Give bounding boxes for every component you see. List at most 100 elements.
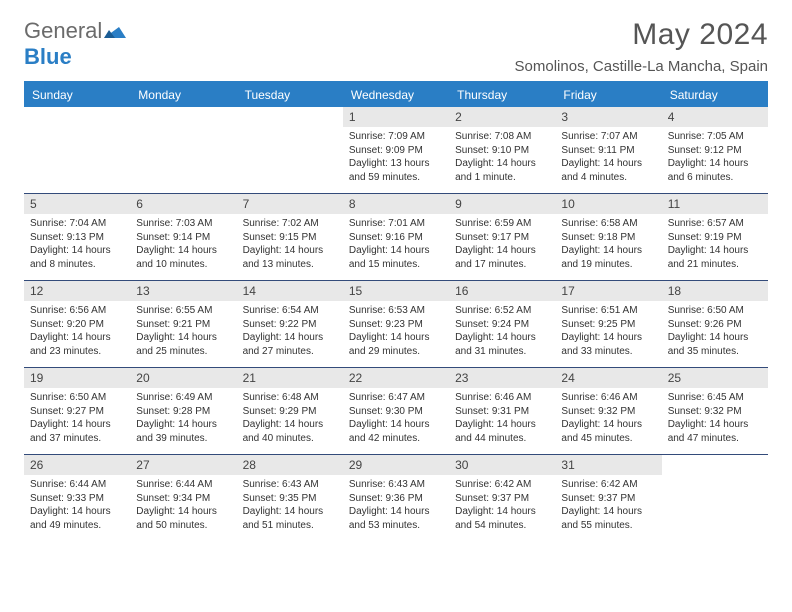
weekday-friday: Friday: [555, 83, 661, 107]
day-cell: 24Sunrise: 6:46 AMSunset: 9:32 PMDayligh…: [555, 368, 661, 454]
sunset-text: Sunset: 9:37 PM: [455, 492, 549, 506]
daylight-text: Daylight: 14 hours and 6 minutes.: [668, 157, 762, 184]
sunset-text: Sunset: 9:37 PM: [561, 492, 655, 506]
daylight-text: Daylight: 14 hours and 21 minutes.: [668, 244, 762, 271]
day-cell: .: [237, 107, 343, 193]
calendar: Sunday Monday Tuesday Wednesday Thursday…: [24, 81, 768, 541]
daylight-text: Daylight: 14 hours and 51 minutes.: [243, 505, 337, 532]
day-number: 19: [24, 368, 130, 388]
daylight-text: Daylight: 14 hours and 49 minutes.: [30, 505, 124, 532]
sunset-text: Sunset: 9:10 PM: [455, 144, 549, 158]
title-block: May 2024 Somolinos, Castille-La Mancha, …: [515, 18, 768, 81]
daylight-text: Daylight: 14 hours and 27 minutes.: [243, 331, 337, 358]
sunrise-text: Sunrise: 6:44 AM: [30, 478, 124, 492]
sunrise-text: Sunrise: 6:42 AM: [561, 478, 655, 492]
daylight-text: Daylight: 14 hours and 53 minutes.: [349, 505, 443, 532]
sunrise-text: Sunrise: 7:01 AM: [349, 217, 443, 231]
daylight-text: Daylight: 14 hours and 4 minutes.: [561, 157, 655, 184]
day-cell: 29Sunrise: 6:43 AMSunset: 9:36 PMDayligh…: [343, 455, 449, 541]
day-cell: 2Sunrise: 7:08 AMSunset: 9:10 PMDaylight…: [449, 107, 555, 193]
sunset-text: Sunset: 9:26 PM: [668, 318, 762, 332]
day-number: 12: [24, 281, 130, 301]
day-cell: 10Sunrise: 6:58 AMSunset: 9:18 PMDayligh…: [555, 194, 661, 280]
day-cell: 11Sunrise: 6:57 AMSunset: 9:19 PMDayligh…: [662, 194, 768, 280]
sunset-text: Sunset: 9:24 PM: [455, 318, 549, 332]
day-number: 3: [555, 107, 661, 127]
sunset-text: Sunset: 9:31 PM: [455, 405, 549, 419]
day-number: 9: [449, 194, 555, 214]
sunset-text: Sunset: 9:16 PM: [349, 231, 443, 245]
day-cell: 15Sunrise: 6:53 AMSunset: 9:23 PMDayligh…: [343, 281, 449, 367]
daylight-text: Daylight: 13 hours and 59 minutes.: [349, 157, 443, 184]
sunrise-text: Sunrise: 6:43 AM: [349, 478, 443, 492]
daylight-text: Daylight: 14 hours and 25 minutes.: [136, 331, 230, 358]
daylight-text: Daylight: 14 hours and 44 minutes.: [455, 418, 549, 445]
daylight-text: Daylight: 14 hours and 23 minutes.: [30, 331, 124, 358]
daylight-text: Daylight: 14 hours and 13 minutes.: [243, 244, 337, 271]
weekday-monday: Monday: [130, 83, 236, 107]
sunrise-text: Sunrise: 6:51 AM: [561, 304, 655, 318]
day-cell: 20Sunrise: 6:49 AMSunset: 9:28 PMDayligh…: [130, 368, 236, 454]
sunrise-text: Sunrise: 6:44 AM: [136, 478, 230, 492]
weekday-saturday: Saturday: [662, 83, 768, 107]
day-cell: 21Sunrise: 6:48 AMSunset: 9:29 PMDayligh…: [237, 368, 343, 454]
day-cell: 6Sunrise: 7:03 AMSunset: 9:14 PMDaylight…: [130, 194, 236, 280]
sunrise-text: Sunrise: 6:50 AM: [668, 304, 762, 318]
sunset-text: Sunset: 9:15 PM: [243, 231, 337, 245]
day-cell: 4Sunrise: 7:05 AMSunset: 9:12 PMDaylight…: [662, 107, 768, 193]
day-number: 26: [24, 455, 130, 475]
sunrise-text: Sunrise: 6:56 AM: [30, 304, 124, 318]
day-cell: 14Sunrise: 6:54 AMSunset: 9:22 PMDayligh…: [237, 281, 343, 367]
sunrise-text: Sunrise: 6:45 AM: [668, 391, 762, 405]
sunset-text: Sunset: 9:17 PM: [455, 231, 549, 245]
sunrise-text: Sunrise: 6:54 AM: [243, 304, 337, 318]
sunset-text: Sunset: 9:23 PM: [349, 318, 443, 332]
day-number: 8: [343, 194, 449, 214]
day-cell: 8Sunrise: 7:01 AMSunset: 9:16 PMDaylight…: [343, 194, 449, 280]
sunset-text: Sunset: 9:18 PM: [561, 231, 655, 245]
day-cell: 26Sunrise: 6:44 AMSunset: 9:33 PMDayligh…: [24, 455, 130, 541]
sunrise-text: Sunrise: 6:48 AM: [243, 391, 337, 405]
week-row: 12Sunrise: 6:56 AMSunset: 9:20 PMDayligh…: [24, 281, 768, 368]
sunrise-text: Sunrise: 6:59 AM: [455, 217, 549, 231]
day-number: 7: [237, 194, 343, 214]
day-number: 17: [555, 281, 661, 301]
day-number: 18: [662, 281, 768, 301]
day-cell: 28Sunrise: 6:43 AMSunset: 9:35 PMDayligh…: [237, 455, 343, 541]
day-number: 4: [662, 107, 768, 127]
day-cell: 12Sunrise: 6:56 AMSunset: 9:20 PMDayligh…: [24, 281, 130, 367]
sunset-text: Sunset: 9:28 PM: [136, 405, 230, 419]
day-number: 24: [555, 368, 661, 388]
sunset-text: Sunset: 9:25 PM: [561, 318, 655, 332]
day-number: 22: [343, 368, 449, 388]
day-number: 23: [449, 368, 555, 388]
day-cell: 1Sunrise: 7:09 AMSunset: 9:09 PMDaylight…: [343, 107, 449, 193]
day-cell: 9Sunrise: 6:59 AMSunset: 9:17 PMDaylight…: [449, 194, 555, 280]
daylight-text: Daylight: 14 hours and 55 minutes.: [561, 505, 655, 532]
sunset-text: Sunset: 9:19 PM: [668, 231, 762, 245]
day-number: 10: [555, 194, 661, 214]
sunrise-text: Sunrise: 6:55 AM: [136, 304, 230, 318]
sunrise-text: Sunrise: 7:02 AM: [243, 217, 337, 231]
day-cell: .: [662, 455, 768, 541]
sunset-text: Sunset: 9:27 PM: [30, 405, 124, 419]
day-cell: .: [130, 107, 236, 193]
daylight-text: Daylight: 14 hours and 33 minutes.: [561, 331, 655, 358]
weekday-wednesday: Wednesday: [343, 83, 449, 107]
day-number: 28: [237, 455, 343, 475]
daylight-text: Daylight: 14 hours and 42 minutes.: [349, 418, 443, 445]
month-title: May 2024: [515, 18, 768, 52]
sunset-text: Sunset: 9:32 PM: [561, 405, 655, 419]
sunrise-text: Sunrise: 6:58 AM: [561, 217, 655, 231]
day-cell: 18Sunrise: 6:50 AMSunset: 9:26 PMDayligh…: [662, 281, 768, 367]
daylight-text: Daylight: 14 hours and 50 minutes.: [136, 505, 230, 532]
day-number: 14: [237, 281, 343, 301]
sunset-text: Sunset: 9:30 PM: [349, 405, 443, 419]
day-number: 30: [449, 455, 555, 475]
day-cell: 16Sunrise: 6:52 AMSunset: 9:24 PMDayligh…: [449, 281, 555, 367]
day-number: 15: [343, 281, 449, 301]
logo-text-general: General: [24, 18, 102, 43]
day-cell: 25Sunrise: 6:45 AMSunset: 9:32 PMDayligh…: [662, 368, 768, 454]
sunrise-text: Sunrise: 6:49 AM: [136, 391, 230, 405]
day-number: 31: [555, 455, 661, 475]
